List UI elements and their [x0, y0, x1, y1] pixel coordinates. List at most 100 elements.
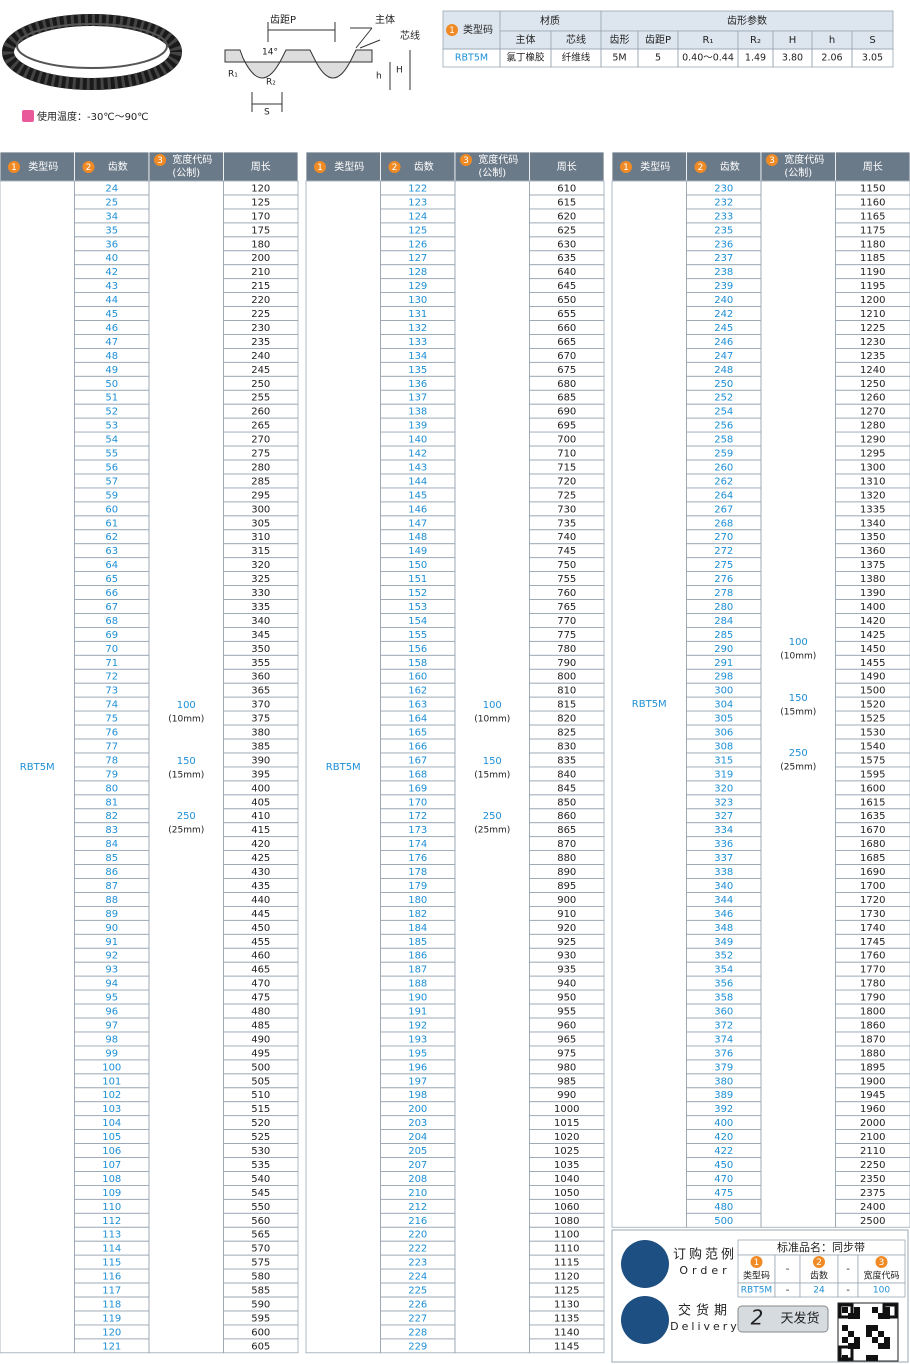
- cell-text: H: [789, 35, 797, 46]
- cell-text: 62: [105, 532, 118, 543]
- cell-text: 材质: [540, 14, 560, 27]
- cell-text: 齿数: [720, 160, 740, 173]
- cell-text: 40: [105, 253, 118, 264]
- cell-text: 210: [408, 1188, 427, 1199]
- cell-text: 1390: [860, 588, 885, 599]
- qr-cell: [878, 1331, 884, 1337]
- cell-text: 298: [714, 672, 733, 683]
- cell-text: 925: [557, 937, 576, 948]
- cell-text: (10mm): [780, 652, 816, 662]
- cell-text: 103: [102, 1104, 121, 1115]
- cell-text: 207: [408, 1160, 427, 1171]
- cell-text: 175: [251, 225, 270, 236]
- cell-text: 715: [557, 462, 576, 473]
- cell-text: 825: [557, 728, 576, 739]
- cell-text: 149: [408, 546, 427, 557]
- cell-text: 336: [714, 839, 733, 850]
- cell-text: RBT5M: [632, 699, 667, 710]
- cell-text: 585: [251, 1286, 270, 1297]
- cell-text: 1135: [554, 1313, 579, 1324]
- cell-text: 625: [557, 225, 576, 236]
- cell-text: 223: [408, 1258, 427, 1269]
- cell-text: 1310: [860, 476, 885, 487]
- cell-text: 240: [714, 295, 733, 306]
- cell-text: 1720: [860, 895, 885, 906]
- cell-text: 1690: [860, 867, 885, 878]
- cell-text: 1530: [860, 728, 885, 739]
- cell-text: 229: [408, 1341, 427, 1352]
- cell-text: 117: [102, 1286, 121, 1297]
- qr-cell: [878, 1313, 884, 1319]
- cell-text: 790: [557, 658, 576, 669]
- cell-text: R₂: [750, 35, 761, 46]
- cell-text: 985: [557, 1076, 576, 1087]
- cell-text: 200: [251, 253, 270, 264]
- cell-text: 425: [251, 853, 270, 864]
- cell-text: 1490: [860, 672, 885, 683]
- cell-text: 225: [408, 1286, 427, 1297]
- cell-text: 1350: [860, 532, 885, 543]
- cell-text: 356: [714, 979, 733, 990]
- cell-text: 380: [251, 728, 270, 739]
- cell-text: 150: [789, 693, 808, 704]
- cell-text: 259: [714, 449, 733, 460]
- cell-text: 435: [251, 881, 270, 892]
- cell-text: 480: [714, 1202, 733, 1213]
- cell-text: 230: [251, 323, 270, 334]
- cell-text: 芯线: [566, 33, 586, 46]
- cell-text: 138: [408, 407, 427, 418]
- cell-text: RBT5M: [741, 1286, 772, 1296]
- cell-text: Delivery: [670, 1320, 740, 1333]
- cell-text: 124: [408, 211, 427, 222]
- cell-text: 1040: [554, 1174, 579, 1185]
- cell-text: 300: [251, 504, 270, 515]
- cell-text: 198: [408, 1090, 427, 1101]
- cell-text: 780: [557, 644, 576, 655]
- cell-text: 250: [251, 379, 270, 390]
- cell-text: 1635: [860, 811, 885, 822]
- cell-text: 565: [251, 1230, 270, 1241]
- qr-cell: [854, 1343, 860, 1349]
- cell-text: 3: [463, 156, 469, 166]
- cell-text: 68: [105, 616, 118, 627]
- cell-text: 192: [408, 1020, 427, 1031]
- cell-text: 200: [408, 1104, 427, 1115]
- cell-text: -: [846, 1264, 850, 1275]
- cell-text: 65: [105, 574, 118, 585]
- cell-text: 196: [408, 1062, 427, 1073]
- cell-text: 395: [251, 769, 270, 780]
- cell-text: 445: [251, 909, 270, 920]
- cell-text: 113: [102, 1230, 121, 1241]
- cell-text: 310: [251, 532, 270, 543]
- cell-text: 2400: [860, 1202, 885, 1213]
- cell-text: 250: [177, 811, 196, 822]
- cell-text: 455: [251, 937, 270, 948]
- cell-text: 93: [105, 965, 118, 976]
- cell-text: 725: [557, 490, 576, 501]
- qr-finder: [882, 1303, 898, 1319]
- cell-text: 352: [714, 951, 733, 962]
- cell-text: 46: [105, 323, 118, 334]
- cell-text: 170: [408, 797, 427, 808]
- diagram-label: R₁: [228, 70, 238, 80]
- qr-cell: [872, 1325, 878, 1331]
- cell-text: 1900: [860, 1076, 885, 1087]
- cell-text: 575: [251, 1258, 270, 1269]
- cell-text: 319: [714, 769, 733, 780]
- cell-text: 182: [408, 909, 427, 920]
- cell-text: 86: [105, 867, 118, 878]
- cell-text: 230: [714, 183, 733, 194]
- cell-text: 685: [557, 393, 576, 404]
- cell-text: (25mm): [168, 825, 204, 835]
- cell-text: 2110: [860, 1146, 885, 1157]
- cell-text: 450: [714, 1160, 733, 1171]
- num-badge: [694, 161, 707, 173]
- cell-text: 1130: [554, 1299, 579, 1310]
- cell-text: 252: [714, 393, 733, 404]
- cell-text: 930: [557, 951, 576, 962]
- cell-text: 96: [105, 1007, 118, 1018]
- cell-text: 1025: [554, 1146, 579, 1157]
- cell-text: 84: [105, 839, 118, 850]
- diagram-label: 主体: [375, 14, 395, 26]
- cell-text: 1420: [860, 616, 885, 627]
